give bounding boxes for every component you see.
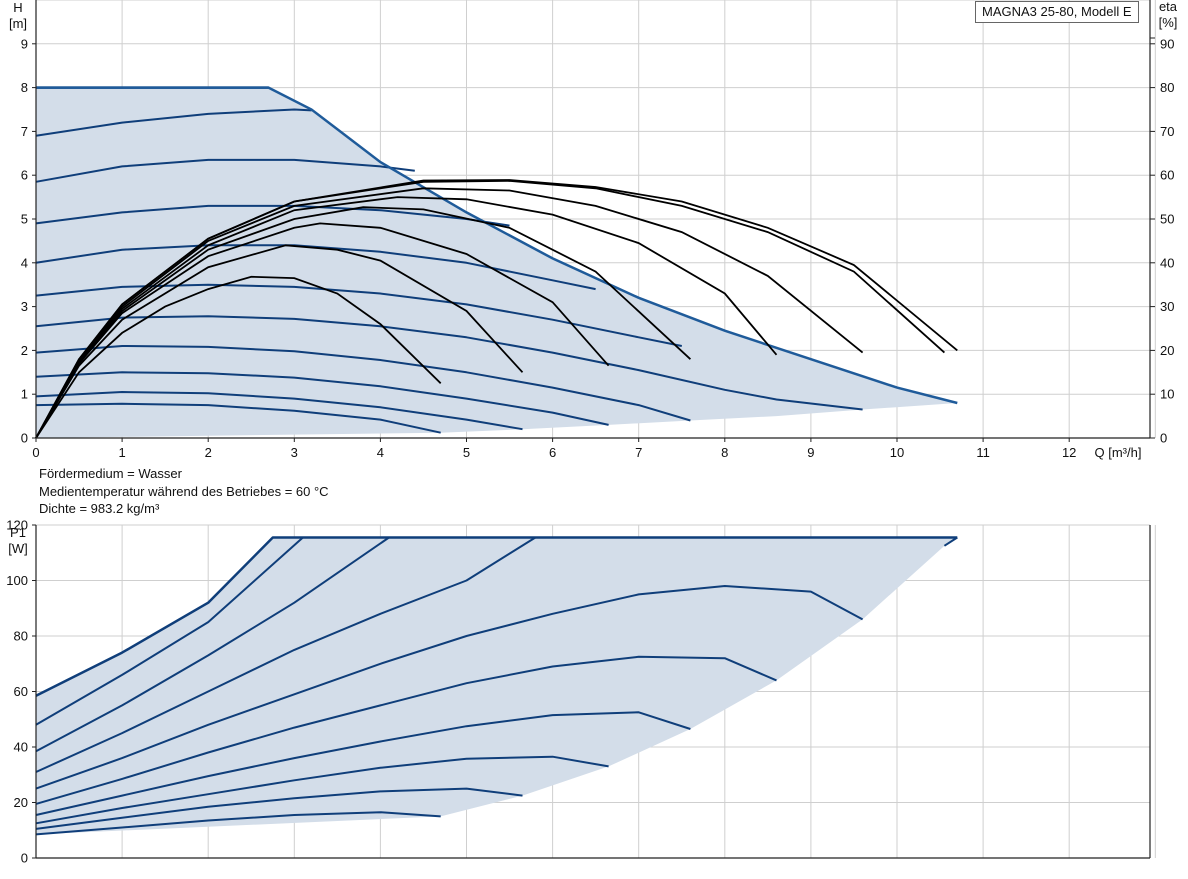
efficiency-curve [35, 187, 864, 439]
y2-tick-label: 70 [1160, 124, 1174, 139]
speed-curve [35, 371, 609, 426]
x-tick-label: 2 [205, 445, 212, 460]
efficiency-curve [35, 222, 610, 439]
x-tick-label: 10 [890, 445, 904, 460]
efficiency-curve [35, 196, 778, 439]
y-tick-label: 60 [14, 684, 28, 699]
speed-curve [35, 345, 691, 422]
x-tick-label: 9 [807, 445, 814, 460]
x-tick-label: 6 [549, 445, 556, 460]
y-tick-label: 8 [21, 80, 28, 95]
speed-curve [35, 402, 441, 434]
speed-curve [35, 755, 609, 825]
y-tick-label: 120 [6, 518, 28, 533]
y-tick-label: 100 [6, 573, 28, 588]
y-axis-title: [W] [8, 541, 28, 556]
y2-tick-label: 50 [1160, 212, 1174, 227]
speed-curve [943, 536, 958, 547]
y-tick-label: 5 [21, 212, 28, 227]
speed-curve [35, 536, 304, 726]
y-tick-label: 4 [21, 255, 28, 270]
temperature-note: Medientemperatur während des Betriebes =… [39, 483, 329, 499]
speed-curve [35, 108, 312, 137]
speed-curve [35, 655, 777, 805]
y2-tick-label: 40 [1160, 255, 1174, 270]
y2-tick-label: 60 [1160, 168, 1174, 183]
x-tick-label: 3 [291, 445, 298, 460]
y-tick-label: 40 [14, 740, 28, 755]
efficiency-curve [35, 275, 442, 439]
y-tick-label: 3 [21, 299, 28, 314]
x-axis-title: Q [m³/h] [1095, 445, 1142, 460]
speed-curve [35, 711, 691, 816]
y2-tick-label: 30 [1160, 299, 1174, 314]
y-tick-label: 0 [21, 851, 28, 866]
y2-tick-label: 20 [1160, 343, 1174, 358]
x-tick-label: 0 [32, 445, 39, 460]
speed-curve [35, 283, 682, 347]
x-tick-label: 8 [721, 445, 728, 460]
y2-tick-label: 80 [1160, 80, 1174, 95]
speed-curve [35, 391, 523, 431]
speed-curve [35, 536, 390, 753]
y-tick-label: 20 [14, 795, 28, 810]
y-tick-label: 9 [21, 36, 28, 51]
y2-tick-label: 0 [1160, 431, 1167, 446]
y2-axis-title: [%] [1159, 15, 1178, 30]
speed-curve [35, 315, 863, 411]
operating-area [36, 537, 958, 835]
y-tick-label: 1 [21, 387, 28, 402]
speed-curve [35, 585, 864, 790]
medium-note: Fördermedium = Wasser [39, 466, 182, 481]
x-tick-label: 1 [118, 445, 125, 460]
y2-axis-title: eta [1159, 0, 1178, 14]
y-tick-label: 7 [21, 124, 28, 139]
efficiency-curve [35, 179, 958, 439]
medium-notes: Fördermedium = Wasser Medientemperatur w… [39, 465, 329, 518]
head-chart-panel: 0123456789H[m]0102030405060708090eta[%]0… [9, 0, 1178, 460]
speed-curve [35, 158, 415, 183]
y-axis-title: [m] [9, 16, 27, 31]
y2-tick-label: 90 [1160, 36, 1174, 51]
y-tick-label: 6 [21, 168, 28, 183]
model-label-box: MAGNA3 25-80, Modell E [975, 1, 1139, 23]
speed-curve [35, 811, 441, 836]
speed-curve [35, 536, 958, 697]
x-tick-label: 4 [377, 445, 384, 460]
speed-curve [35, 787, 523, 830]
y-tick-label: 2 [21, 343, 28, 358]
x-tick-label: 12 [1062, 445, 1076, 460]
x-tick-label: 5 [463, 445, 470, 460]
y-axis-title: P1 [10, 525, 26, 540]
density-note: Dichte = 983.2 kg/m³ [39, 501, 160, 516]
y-tick-label: 0 [21, 431, 28, 446]
y-axis-title: H [13, 0, 22, 15]
y2-tick-label: 10 [1160, 387, 1174, 402]
speed-curve [35, 244, 596, 291]
efficiency-curve [35, 244, 524, 439]
y-tick-label: 80 [14, 629, 28, 644]
x-tick-label: 7 [635, 445, 642, 460]
x-tick-label: 11 [976, 445, 990, 460]
speed-curve [35, 536, 536, 773]
max-curve [36, 86, 958, 405]
